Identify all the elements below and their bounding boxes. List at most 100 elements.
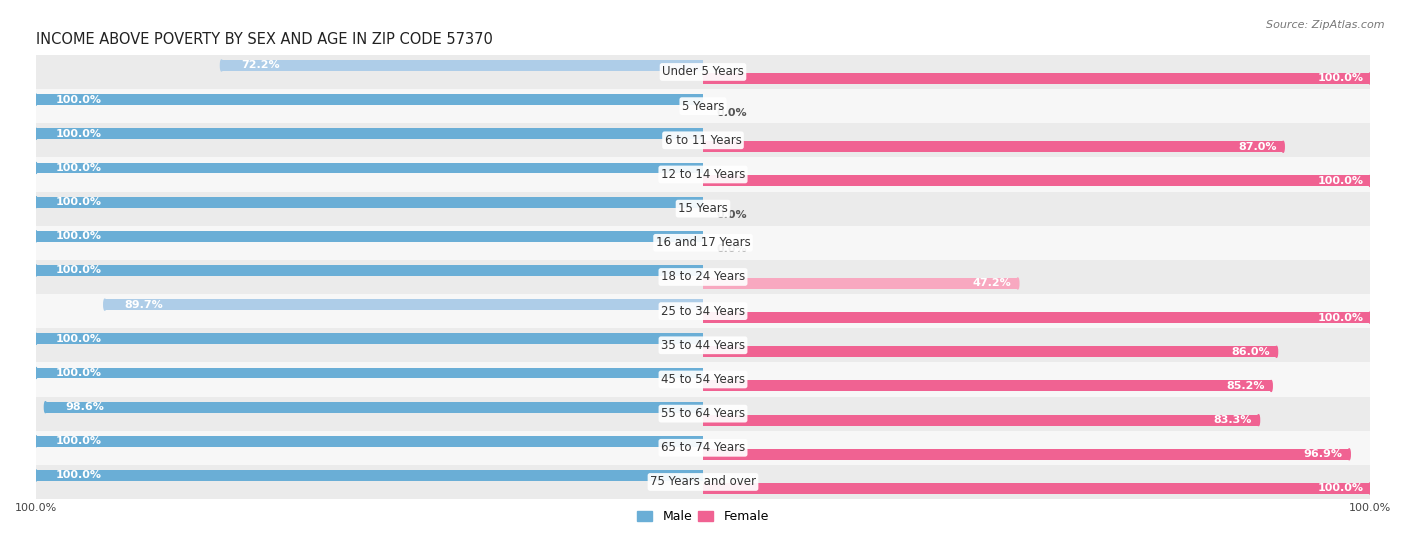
Circle shape	[35, 94, 37, 105]
Text: 100.0%: 100.0%	[56, 94, 103, 105]
Text: 86.0%: 86.0%	[1232, 347, 1270, 357]
Text: 55 to 64 Years: 55 to 64 Years	[661, 407, 745, 420]
Circle shape	[1275, 347, 1278, 357]
Circle shape	[35, 367, 37, 378]
Text: 100.0%: 100.0%	[56, 437, 103, 446]
Text: 15 Years: 15 Years	[678, 202, 728, 215]
Text: 0.0%: 0.0%	[716, 244, 747, 254]
Circle shape	[35, 470, 37, 481]
Bar	[37, 89, 1369, 123]
Circle shape	[221, 60, 222, 71]
Bar	[703, 312, 1369, 323]
Text: 100.0%: 100.0%	[1317, 312, 1364, 323]
Bar	[37, 192, 1369, 226]
Text: 100.0%: 100.0%	[1317, 484, 1364, 494]
Text: 100.0%: 100.0%	[1317, 176, 1364, 186]
Text: 25 to 34 Years: 25 to 34 Years	[661, 305, 745, 318]
Bar	[37, 260, 1369, 294]
Bar	[37, 465, 1369, 499]
Text: INCOME ABOVE POVERTY BY SEX AND AGE IN ZIP CODE 57370: INCOME ABOVE POVERTY BY SEX AND AGE IN Z…	[37, 32, 494, 47]
Bar	[37, 436, 703, 447]
Text: 100.0%: 100.0%	[56, 471, 103, 481]
Text: 0.0%: 0.0%	[716, 210, 747, 220]
Bar	[703, 449, 1350, 459]
Bar	[37, 129, 703, 139]
Text: 85.2%: 85.2%	[1226, 381, 1264, 391]
Circle shape	[1348, 449, 1350, 459]
Bar	[37, 265, 703, 276]
Bar	[703, 415, 1258, 425]
Text: 100.0%: 100.0%	[56, 129, 103, 139]
Text: 16 and 17 Years: 16 and 17 Years	[655, 236, 751, 249]
Bar	[37, 431, 1369, 465]
Text: Source: ZipAtlas.com: Source: ZipAtlas.com	[1267, 20, 1385, 30]
Bar	[37, 333, 703, 344]
Text: 100.0%: 100.0%	[1317, 73, 1364, 83]
Text: 96.9%: 96.9%	[1303, 449, 1343, 459]
Bar	[703, 278, 1018, 289]
Text: 98.6%: 98.6%	[66, 402, 104, 412]
Text: 18 to 24 Years: 18 to 24 Years	[661, 271, 745, 283]
Bar	[37, 158, 1369, 192]
Circle shape	[35, 163, 37, 173]
Text: 47.2%: 47.2%	[973, 278, 1011, 288]
Circle shape	[1369, 312, 1371, 323]
Text: Under 5 Years: Under 5 Years	[662, 65, 744, 78]
Text: 6 to 11 Years: 6 to 11 Years	[665, 134, 741, 147]
Bar	[37, 226, 1369, 260]
Circle shape	[1369, 483, 1371, 494]
Text: 100.0%: 100.0%	[56, 163, 103, 173]
Bar	[703, 483, 1369, 494]
Circle shape	[35, 265, 37, 276]
Bar	[37, 123, 1369, 158]
Text: 12 to 14 Years: 12 to 14 Years	[661, 168, 745, 181]
Bar	[703, 381, 1271, 391]
Circle shape	[104, 299, 105, 310]
Text: 75 Years and over: 75 Years and over	[650, 476, 756, 489]
Bar	[37, 367, 703, 378]
Circle shape	[1282, 141, 1284, 152]
Circle shape	[35, 436, 37, 447]
Bar	[37, 294, 1369, 328]
Circle shape	[35, 197, 37, 207]
Bar	[105, 299, 703, 310]
Legend: Male, Female: Male, Female	[633, 505, 773, 528]
Bar	[37, 94, 703, 105]
Bar	[703, 176, 1369, 186]
Circle shape	[35, 231, 37, 242]
Circle shape	[35, 129, 37, 139]
Text: 89.7%: 89.7%	[125, 300, 163, 310]
Text: 0.0%: 0.0%	[716, 108, 747, 117]
Circle shape	[45, 402, 46, 413]
Text: 100.0%: 100.0%	[56, 368, 103, 378]
Bar	[37, 163, 703, 173]
Text: 83.3%: 83.3%	[1213, 415, 1251, 425]
Text: 5 Years: 5 Years	[682, 100, 724, 112]
Bar	[37, 396, 1369, 431]
Text: 35 to 44 Years: 35 to 44 Years	[661, 339, 745, 352]
Circle shape	[1369, 176, 1371, 186]
Bar	[37, 328, 1369, 362]
Text: 45 to 54 Years: 45 to 54 Years	[661, 373, 745, 386]
Bar	[37, 55, 1369, 89]
Text: 72.2%: 72.2%	[242, 60, 280, 70]
Circle shape	[1257, 415, 1260, 425]
Text: 100.0%: 100.0%	[56, 231, 103, 241]
Text: 87.0%: 87.0%	[1239, 142, 1277, 152]
Bar	[703, 141, 1284, 152]
Bar	[37, 470, 703, 481]
Text: 65 to 74 Years: 65 to 74 Years	[661, 441, 745, 454]
Circle shape	[1369, 73, 1371, 84]
Bar	[45, 402, 703, 413]
Text: 100.0%: 100.0%	[56, 266, 103, 276]
Bar	[37, 362, 1369, 396]
Text: 100.0%: 100.0%	[56, 197, 103, 207]
Text: 100.0%: 100.0%	[56, 334, 103, 344]
Bar	[703, 73, 1369, 84]
Bar	[222, 60, 703, 71]
Circle shape	[1017, 278, 1019, 289]
Bar	[37, 197, 703, 207]
Bar	[703, 347, 1277, 357]
Circle shape	[1270, 381, 1272, 391]
Bar	[37, 231, 703, 242]
